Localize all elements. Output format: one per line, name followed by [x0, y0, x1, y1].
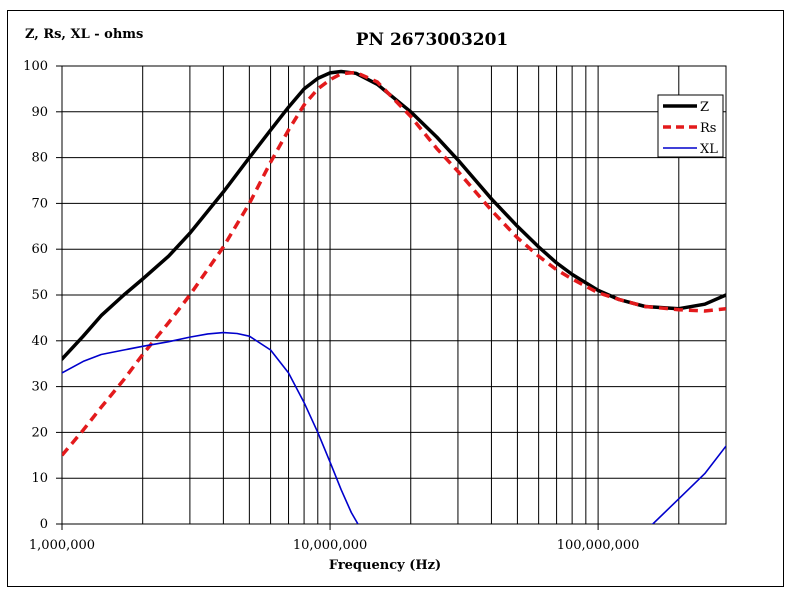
y-tick-label: 70 — [31, 196, 48, 211]
legend-label-rs: Rs — [700, 121, 716, 136]
y-tick-label: 80 — [31, 151, 48, 166]
y-tick-label: 0 — [40, 517, 48, 532]
x-axis-label: Frequency (Hz) — [329, 558, 441, 573]
y-tick-label: 40 — [31, 334, 48, 349]
y-axis-label: Z, Rs, XL - ohms — [25, 27, 143, 42]
legend-label-xl: XL — [700, 142, 718, 157]
series-line-xl — [651, 445, 726, 524]
y-tick-label: 50 — [31, 288, 48, 303]
series-line-xl — [62, 331, 359, 524]
x-tick-label: 10,000,000 — [293, 538, 367, 553]
y-tick-label: 20 — [31, 425, 48, 440]
legend-label-z: Z — [700, 100, 709, 115]
y-tick-label: 90 — [31, 105, 48, 120]
chart-title: PN 2673003201 — [356, 30, 509, 50]
legend: Z Rs XL — [657, 94, 724, 158]
x-axis-ticks: 1,000,000 10,000,000 100,000,000 — [29, 524, 640, 553]
series-line-z — [62, 69, 726, 361]
x-tick-label: 100,000,000 — [557, 538, 640, 553]
series-group — [62, 69, 726, 524]
y-tick-label: 30 — [31, 380, 48, 395]
y-axis-ticks: 0 10 20 30 40 50 60 70 80 90 100 — [23, 59, 62, 532]
series-line-rs — [62, 70, 726, 457]
y-tick-label: 60 — [31, 242, 48, 257]
y-tick-label: 100 — [23, 59, 48, 74]
y-tick-label: 10 — [31, 471, 48, 486]
x-tick-label: 1,000,000 — [29, 538, 95, 553]
